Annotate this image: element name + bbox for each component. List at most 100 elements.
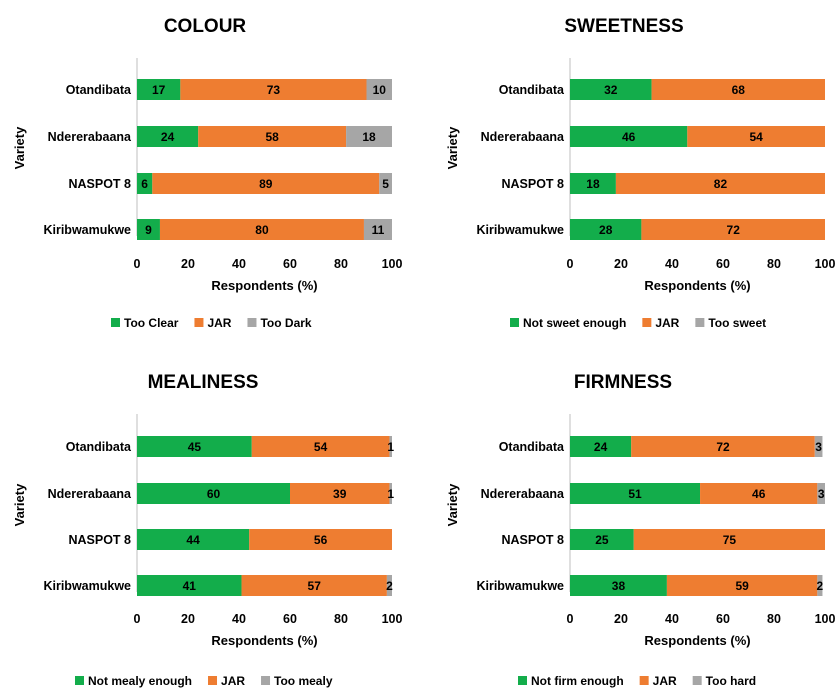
mealiness-legend-label: Too mealy [274, 674, 333, 688]
firmness-bar-segment [817, 483, 825, 504]
mealiness-bar-segment [241, 575, 387, 596]
sweetness-data-label: 68 [732, 83, 746, 97]
mealiness-bar-segment [137, 483, 290, 504]
firmness-y-axis-label: Variety [445, 483, 460, 526]
mealiness-legend-swatch [75, 676, 84, 685]
sweetness-bar-segment [687, 126, 825, 147]
firmness-category-label: Ndererabaana [481, 487, 565, 501]
colour-bar-segment [198, 126, 347, 147]
colour-category-label: Otandibata [66, 83, 132, 97]
mealiness-legend-swatch [261, 676, 271, 685]
mealiness-data-label: 1 [387, 440, 394, 454]
mealiness-legend-label: Not mealy enough [88, 674, 192, 688]
sweetness-x-axis-label: Respondents (%) [644, 278, 750, 293]
colour-bar-segment [180, 79, 367, 100]
colour-bar-segment [137, 79, 181, 100]
firmness-x-axis-label: Respondents (%) [644, 633, 750, 648]
mealiness-data-label: 1 [387, 487, 394, 501]
colour-data-label: 5 [382, 177, 389, 191]
colour-x-tick-label: 80 [334, 257, 348, 271]
sweetness-bar-segment [570, 173, 616, 194]
mealiness-bar-segment [290, 483, 390, 504]
sweetness-category-label: Kiribwamukwe [476, 223, 564, 237]
sweetness-legend-swatch [510, 318, 519, 327]
mealiness-x-tick-label: 60 [283, 612, 297, 626]
colour-category-label: Ndererabaana [48, 130, 132, 144]
colour-y-axis-label: Variety [12, 126, 27, 169]
firmness-data-label: 24 [594, 440, 608, 454]
sweetness-data-label: 82 [714, 177, 728, 191]
firmness-bar-segment [814, 436, 823, 457]
colour-bar-segment [159, 219, 364, 240]
mealiness-data-label: 45 [188, 440, 202, 454]
firmness-x-tick-label: 20 [614, 612, 628, 626]
colour-data-label: 18 [362, 130, 376, 144]
colour-bar-segment [346, 126, 392, 147]
sweetness-bar-segment [570, 126, 688, 147]
sweetness-bar-segment [615, 173, 825, 194]
colour-legend-swatch [194, 318, 204, 327]
firmness-x-tick-label: 60 [716, 612, 730, 626]
colour-legend-label: Too Dark [260, 316, 311, 330]
firmness-legend-label: Not firm enough [531, 674, 624, 688]
mealiness-x-tick-label: 0 [134, 612, 141, 626]
colour-x-tick-label: 0 [134, 257, 141, 271]
firmness-bar-segment [631, 436, 815, 457]
colour-data-label: 9 [145, 223, 152, 237]
colour-data-label: 80 [255, 223, 269, 237]
firmness-data-label: 25 [595, 533, 609, 547]
firmness-legend-label: Too hard [706, 674, 756, 688]
firmness-category-label: Kiribwamukwe [476, 579, 564, 593]
sweetness-bar-segment [641, 219, 825, 240]
firmness-data-label: 46 [752, 487, 766, 501]
colour-x-tick-label: 20 [181, 257, 195, 271]
sweetness-data-label: 54 [749, 130, 763, 144]
firmness-bar-segment [570, 575, 667, 596]
colour-bar-segment [137, 219, 160, 240]
mealiness-x-tick-label: 100 [382, 612, 403, 626]
colour-data-label: 73 [267, 83, 281, 97]
colour-chart-title: COLOUR [164, 16, 247, 37]
sweetness-category-label: Otandibata [499, 83, 565, 97]
sweetness-bar-segment [651, 79, 825, 100]
sweetness-data-label: 28 [599, 223, 613, 237]
colour-data-label: 6 [141, 177, 148, 191]
sweetness-bar-segment [570, 79, 652, 100]
colour-data-label: 89 [259, 177, 273, 191]
colour-bar-segment [379, 173, 392, 194]
sweetness-data-label: 46 [622, 130, 636, 144]
mealiness-data-label: 54 [314, 440, 328, 454]
sweetness-legend-label: JAR [655, 316, 679, 330]
mealiness-y-axis-label: Variety [12, 483, 27, 526]
sweetness-legend-swatch [695, 318, 705, 327]
mealiness-x-tick-label: 80 [334, 612, 348, 626]
colour-category-label: NASPOT 8 [68, 177, 131, 191]
firmness-category-label: NASPOT 8 [501, 533, 564, 547]
colour-category-label: Kiribwamukwe [43, 223, 131, 237]
mealiness-data-label: 57 [308, 579, 322, 593]
colour-data-label: 24 [161, 130, 175, 144]
colour-x-axis-label: Respondents (%) [211, 278, 317, 293]
firmness-data-label: 38 [612, 579, 626, 593]
firmness-data-label: 2 [817, 579, 824, 593]
colour-legend-label: Too Clear [124, 316, 179, 330]
mealiness-bar-segment [137, 529, 250, 550]
colour-data-label: 58 [265, 130, 279, 144]
sweetness-bar-segment [570, 219, 642, 240]
mealiness-category-label: Otandibata [66, 440, 132, 454]
colour-bar-segment [363, 219, 392, 240]
firmness-bar-segment [666, 575, 818, 596]
mealiness-x-tick-label: 20 [181, 612, 195, 626]
firmness-category-label: Otandibata [499, 440, 565, 454]
colour-legend-label: JAR [207, 316, 231, 330]
mealiness-category-label: Kiribwamukwe [43, 579, 131, 593]
colour-bar-segment [137, 126, 199, 147]
firmness-data-label: 51 [628, 487, 642, 501]
firmness-legend-swatch [692, 676, 702, 685]
sweetness-data-label: 18 [586, 177, 600, 191]
firmness-legend-swatch [639, 676, 649, 685]
mealiness-bar-segment [389, 436, 392, 457]
sweetness-x-tick-label: 80 [767, 257, 781, 271]
colour-legend-swatch [247, 318, 257, 327]
